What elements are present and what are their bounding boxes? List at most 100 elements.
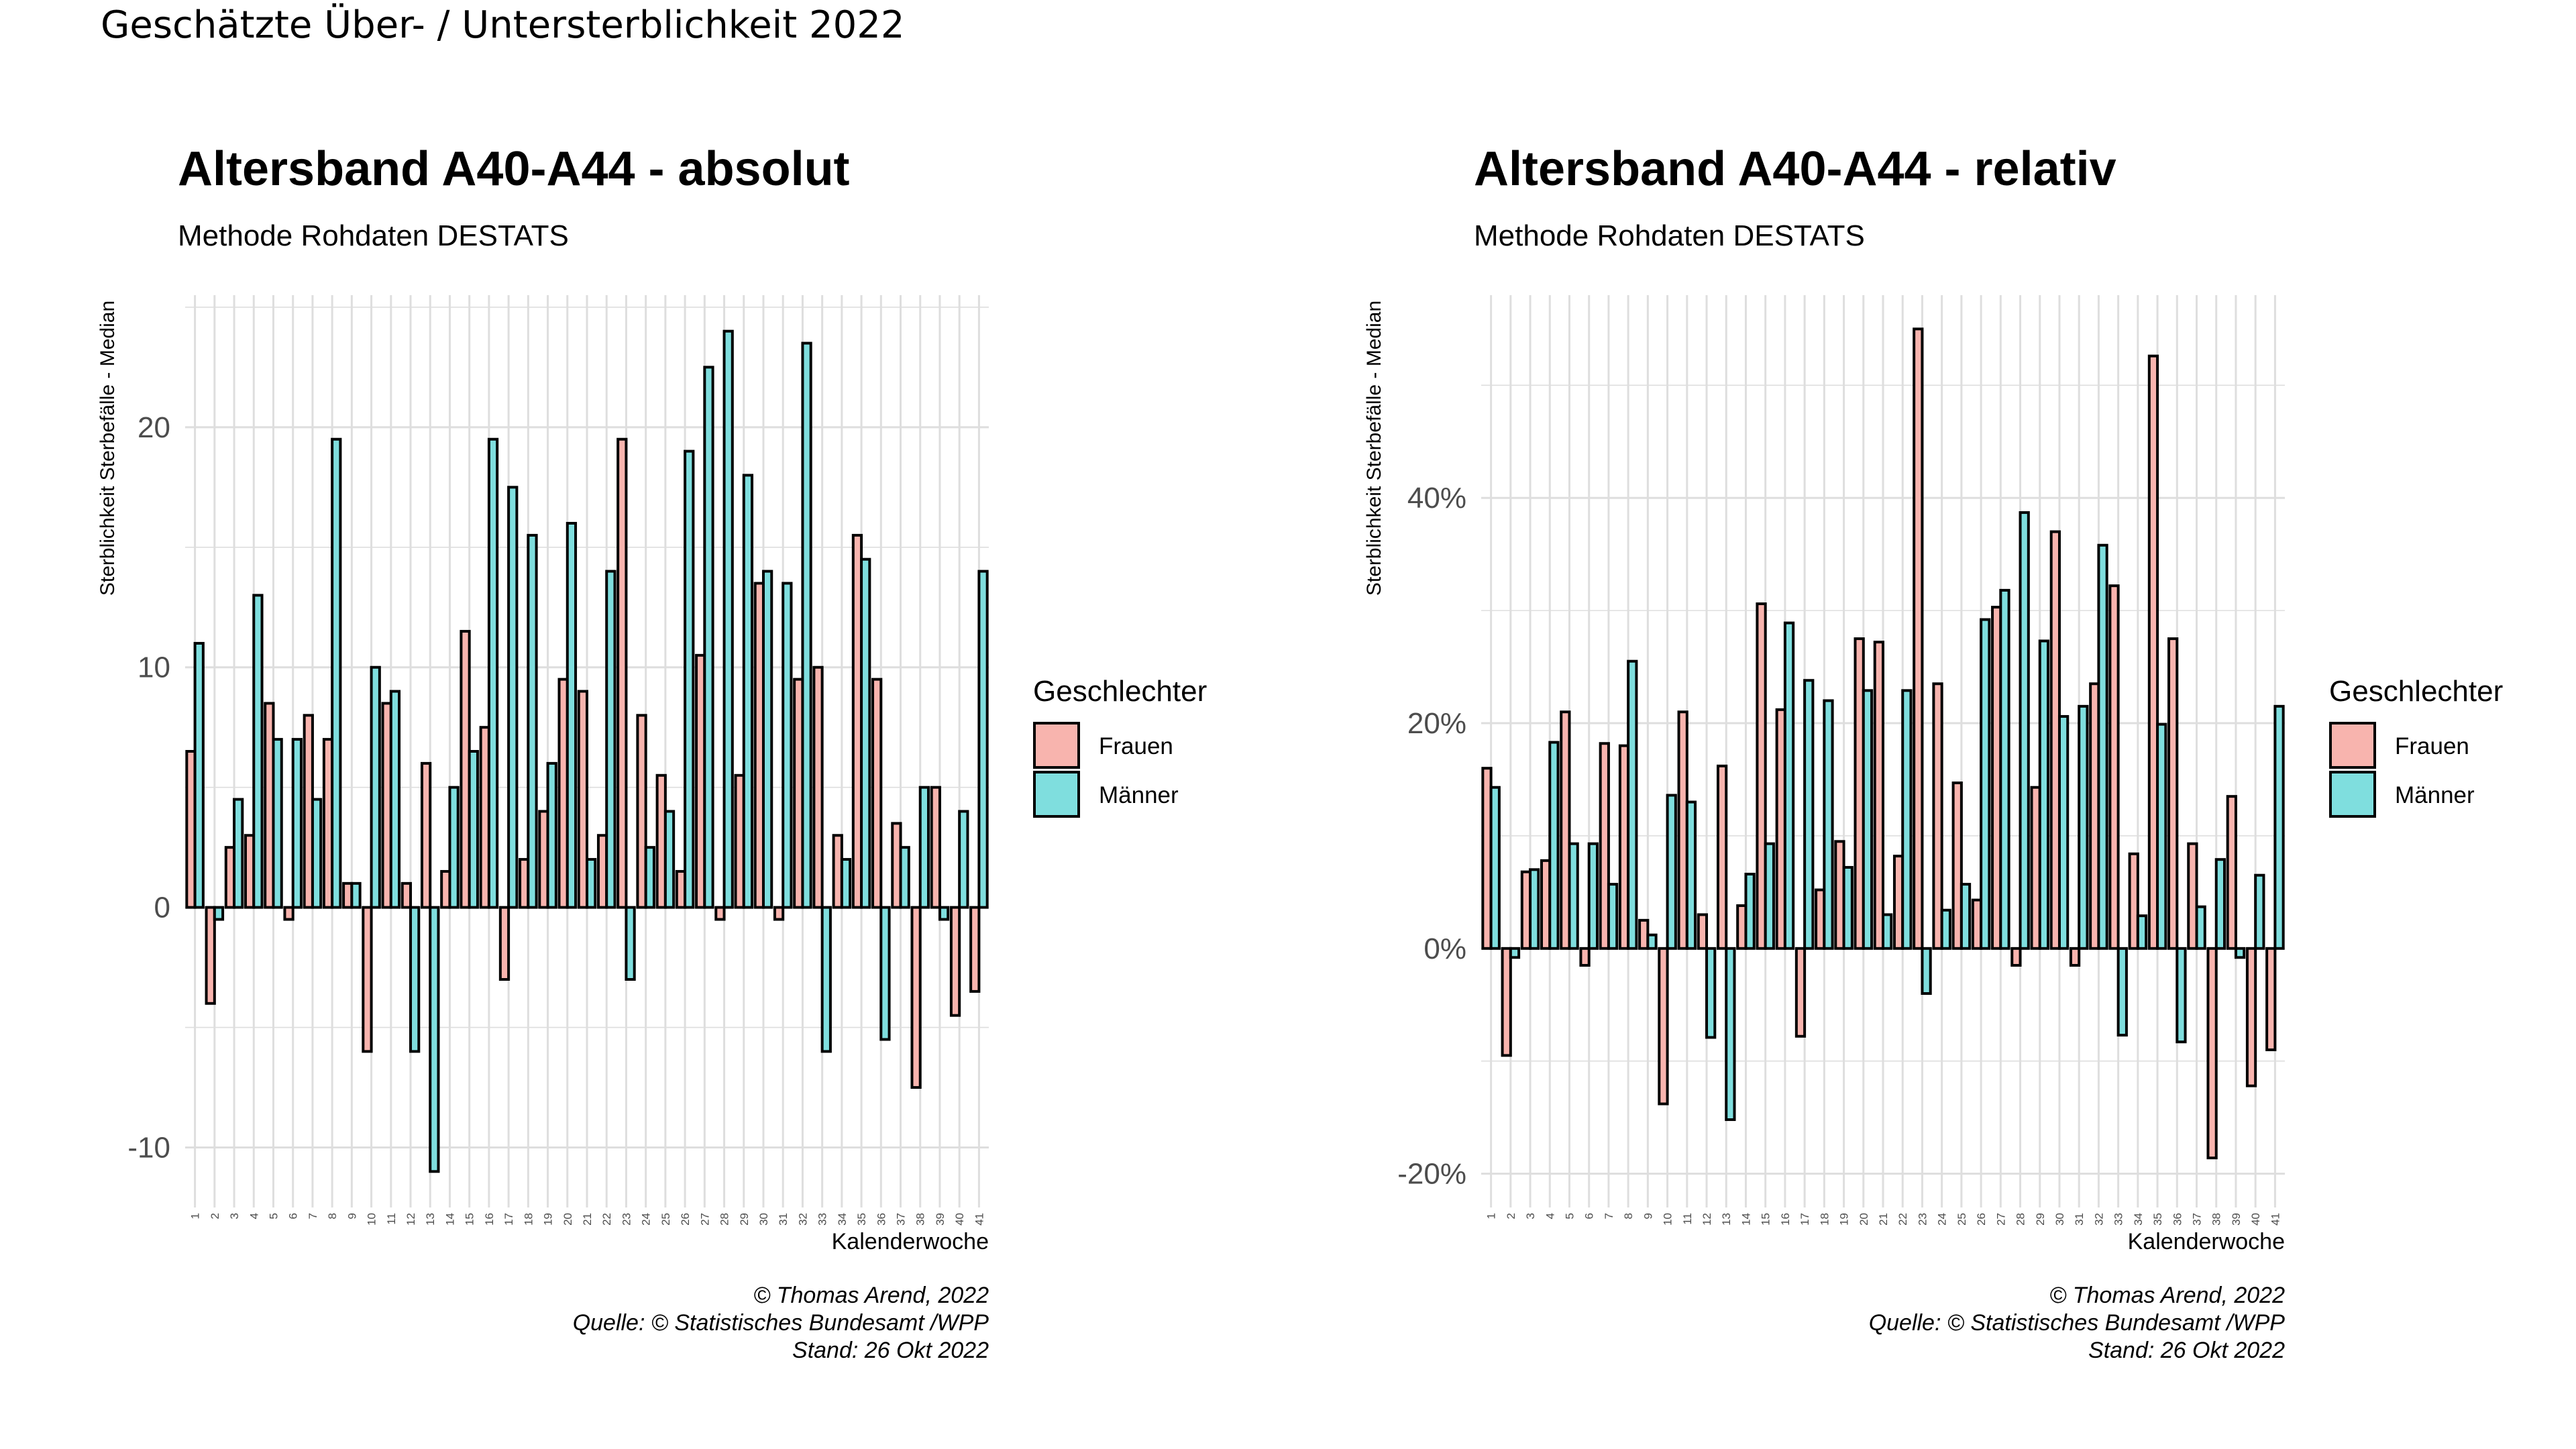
bar-maenner <box>1568 842 1579 950</box>
bar-maenner <box>2078 704 2089 950</box>
x-tick-label: 6 <box>287 1213 300 1219</box>
legend-key-maenner <box>1033 771 1080 818</box>
x-tick-label: 11 <box>1681 1213 1694 1225</box>
x-tick-label: 15 <box>1760 1213 1772 1226</box>
bar-maenner <box>507 486 519 909</box>
y-tick-label: 20% <box>1407 707 1466 740</box>
y-tick-label: -20% <box>1397 1158 1466 1191</box>
x-tick-label: 30 <box>757 1213 770 1226</box>
bar-maenner <box>860 557 871 909</box>
x-tick-label: 12 <box>1701 1213 1713 1226</box>
bar-maenner <box>820 906 832 1053</box>
bar-maenner <box>487 437 499 909</box>
x-tick-label: 23 <box>620 1213 633 1226</box>
bar-maenner <box>644 846 655 909</box>
bar-maenner <box>350 881 362 909</box>
y-tick-label: -10 <box>127 1132 170 1165</box>
x-tick-label: 4 <box>1544 1213 1556 1219</box>
x-tick-label: 29 <box>738 1213 751 1226</box>
x-tick-label: 16 <box>1779 1213 1792 1226</box>
bar-maenner <box>1940 908 1951 950</box>
bar-maenner <box>1627 659 1638 950</box>
bar-maenner <box>977 570 989 909</box>
x-tick-label: 31 <box>2073 1213 2086 1226</box>
bar-maenner <box>840 858 852 909</box>
y-tick-label: 0% <box>1424 932 1466 965</box>
bar-frauen <box>910 906 922 1089</box>
bar-maenner <box>2116 947 2128 1037</box>
bar-maenner <box>1823 699 1834 950</box>
bar-maenner <box>2234 947 2246 959</box>
bar-frauen <box>1716 764 1728 950</box>
bar-maenner <box>1999 588 2010 950</box>
x-tick-label: 27 <box>698 1213 711 1226</box>
x-tick-label: 22 <box>1896 1213 1909 1226</box>
bar-maenner <box>1960 883 1972 950</box>
bar-maenner <box>527 533 538 909</box>
x-tick-label: 21 <box>1877 1213 1890 1226</box>
x-tick-label: 22 <box>600 1213 613 1226</box>
y-axis-label: Sterblichkeit Sterbefälle - Median <box>97 301 119 596</box>
bar-maenner <box>586 858 597 909</box>
bar-maenner <box>566 522 578 909</box>
bar-maenner <box>1764 842 1775 950</box>
x-tick-label: 8 <box>1622 1213 1635 1219</box>
bar-frauen <box>283 906 294 921</box>
bar-frauen <box>2265 947 2277 1051</box>
bar-maenner <box>1842 865 1854 950</box>
x-tick-label: 13 <box>424 1213 437 1226</box>
chart-title: Altersband A40-A44 - absolut <box>178 142 850 196</box>
x-tick-label: 14 <box>1739 1213 1752 1226</box>
bar-maenner <box>370 665 381 909</box>
bar-maenner <box>2195 905 2206 950</box>
x-tick-label: 4 <box>248 1213 260 1219</box>
bar-frauen <box>812 665 824 909</box>
legend-title: Geschlechter <box>2329 675 2503 708</box>
chart-title: Altersband A40-A44 - relativ <box>1474 142 2116 196</box>
x-tick-label: 32 <box>2092 1213 2105 1226</box>
x-tick-label: 5 <box>1563 1213 1576 1219</box>
bar-frauen <box>2010 947 2022 967</box>
caption-line: Quelle: © Statistisches Bundesamt /WPP <box>573 1310 989 1336</box>
bar-maenner <box>605 570 616 909</box>
bar-frauen <box>498 906 511 981</box>
bar-maenner <box>1725 947 1736 1122</box>
x-tick-label: 35 <box>2151 1213 2164 1226</box>
bar-maenner <box>2254 873 2265 950</box>
bar-maenner <box>1882 913 1893 950</box>
legend-key-frauen <box>1033 722 1080 769</box>
bar-maenner <box>213 906 225 921</box>
bar-maenner <box>2019 511 2030 950</box>
x-tick-label: 2 <box>209 1213 221 1219</box>
x-tick-label: 23 <box>1916 1213 1929 1226</box>
x-tick-label: 36 <box>2171 1213 2184 1226</box>
bar-frauen <box>1579 947 1591 967</box>
bar-maenner <box>684 449 695 909</box>
x-tick-label: 17 <box>502 1213 515 1226</box>
bar-maenner <box>879 906 891 1041</box>
bar-frauen <box>1756 602 1767 950</box>
bar-maenner <box>1744 873 1756 950</box>
bar-frauen <box>1658 947 1669 1106</box>
bar-maenner <box>2176 947 2187 1044</box>
x-tick-label: 10 <box>1662 1213 1674 1226</box>
bar-maenner <box>389 690 401 909</box>
x-tick-label: 25 <box>659 1213 672 1226</box>
bar-maenner <box>899 846 910 909</box>
bar-maenner <box>429 906 440 1173</box>
bar-maenner <box>272 738 283 909</box>
bar-maenner <box>2097 543 2108 950</box>
bar-frauen <box>1932 682 1943 950</box>
bar-frauen <box>969 906 981 993</box>
x-axis-label: Kalenderwoche <box>832 1229 989 1254</box>
x-tick-label: 11 <box>385 1213 398 1225</box>
x-tick-label: 26 <box>1975 1213 1988 1226</box>
bar-maenner <box>1548 741 1560 950</box>
bar-frauen <box>400 881 413 909</box>
x-tick-label: 24 <box>640 1213 653 1226</box>
legend-label-maenner: Männer <box>2395 782 2475 808</box>
bar-maenner <box>1980 618 1991 950</box>
bar-frauen <box>1697 913 1709 950</box>
bar-maenner <box>918 786 930 909</box>
bar-maenner <box>1921 947 1932 995</box>
